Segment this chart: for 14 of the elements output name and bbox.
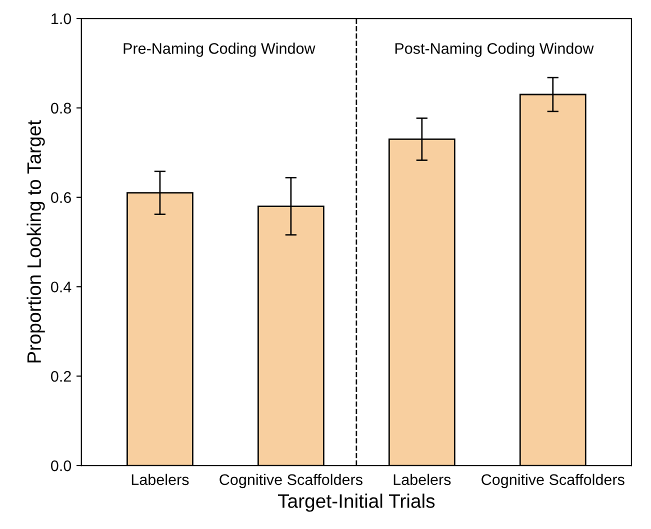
x-tick-label: Cognitive Scaffolders [482, 474, 624, 488]
y-axis-title: Proportion Looking to Target [26, 120, 45, 362]
y-tick-label: 0.6 [51, 192, 71, 204]
x-tick-label: Labelers [394, 474, 451, 486]
annotation: Pre-Naming Coding Window [124, 42, 316, 57]
x-axis-title: Target-Initial Trials [278, 494, 435, 512]
y-tick-label: 0.0 [51, 460, 72, 472]
y-tick-label: 1.0 [52, 13, 72, 24]
x-tick-label: Labelers [132, 474, 189, 486]
annotation: Post-Naming Coding Window [395, 42, 594, 57]
x-tick-label: Cognitive Scaffolders [220, 474, 362, 488]
y-tick-label: 0.8 [51, 102, 71, 114]
y-tick-label: 0.4 [51, 282, 72, 292]
y-tick-label: 0.2 [51, 370, 71, 382]
